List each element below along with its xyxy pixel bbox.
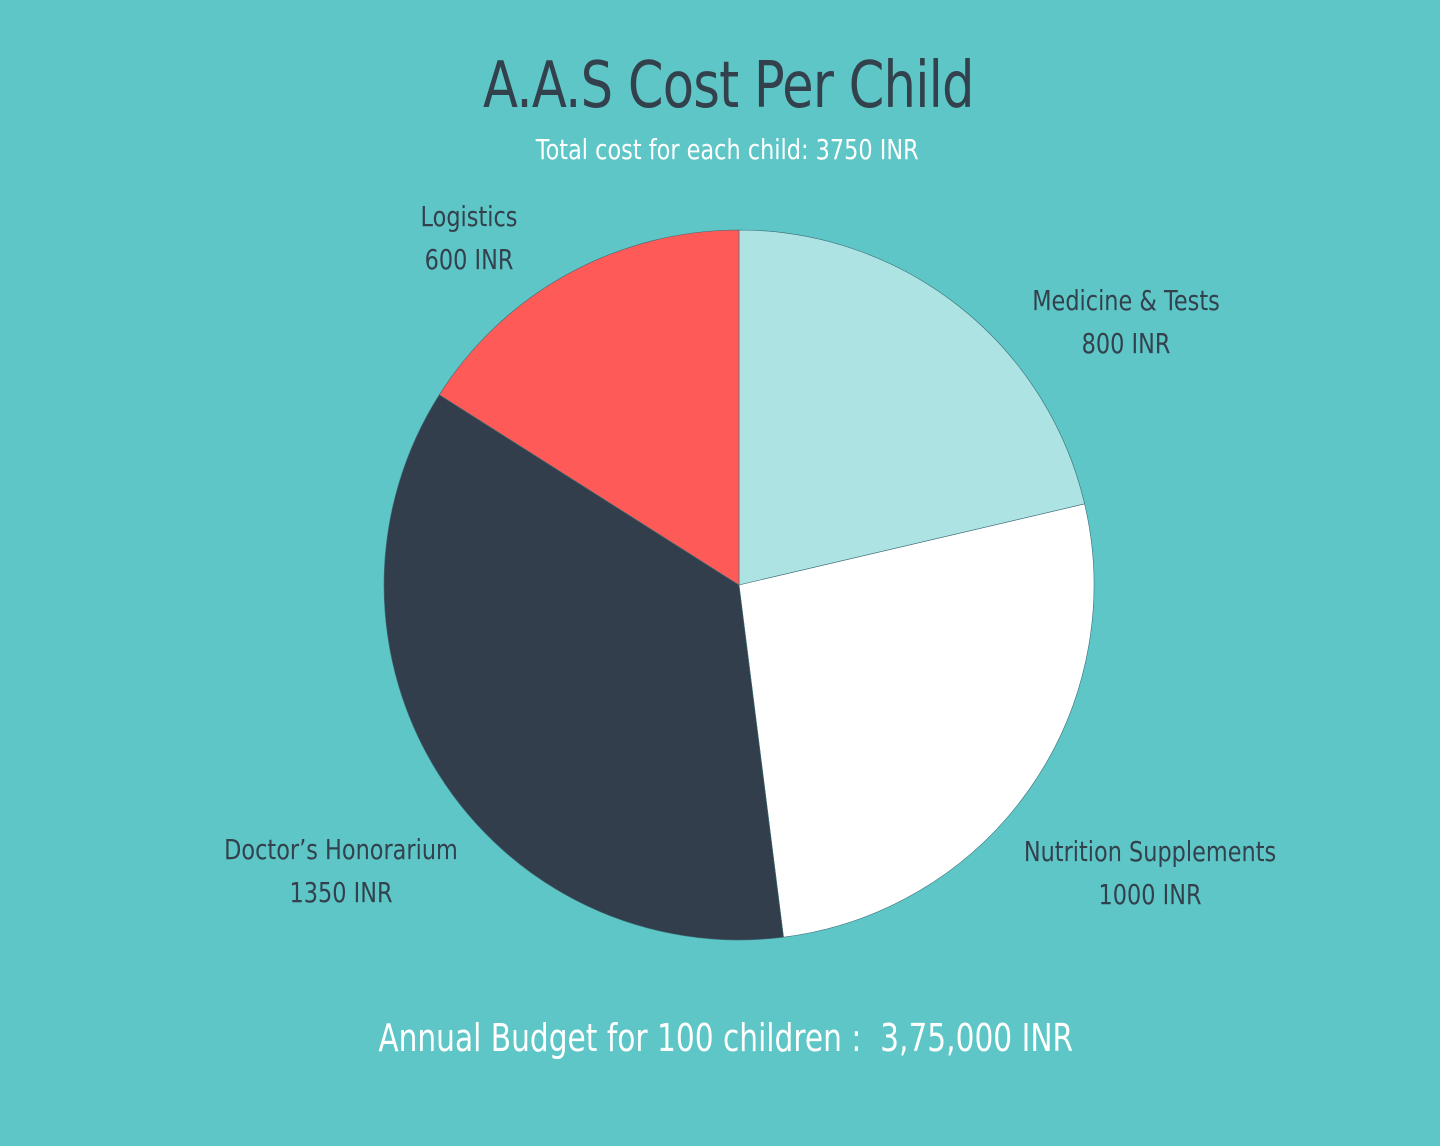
- slice-label-name: Medicine & Tests: [1032, 284, 1220, 317]
- pie-slice-doctor-s-honorarium: [383, 394, 784, 941]
- slice-label-nutrition-supplements: Nutrition Supplements 1000 INR: [1006, 830, 1294, 916]
- pie-slice-logistics: [438, 229, 740, 586]
- slice-label-name: Nutrition Supplements: [1023, 835, 1277, 868]
- slice-label-medicine-tests: Medicine & Tests 800 INR: [982, 279, 1270, 365]
- annual-budget-note: Annual Budget for 100 children : 3,75,00…: [378, 1016, 1074, 1060]
- slice-label-logistics: Logistics 600 INR: [325, 195, 613, 281]
- chart-title: A.A.S Cost Per Child: [483, 49, 975, 123]
- slice-label-name: Logistics: [420, 200, 518, 233]
- slice-label-name: Doctor’s Honorarium: [224, 833, 458, 866]
- pie-slice-nutrition-supplements: [738, 503, 1095, 938]
- slice-label-value: 800 INR: [1081, 327, 1171, 360]
- slice-label-value: 600 INR: [424, 243, 514, 276]
- slice-label-value: 1000 INR: [1098, 878, 1202, 911]
- slice-label-doctors-honorarium: Doctor’s Honorarium 1350 INR: [197, 828, 485, 914]
- chart-subtitle: Total cost for each child: 3750 INR: [535, 133, 919, 166]
- slice-label-value: 1350 INR: [289, 876, 393, 909]
- pie-slice-medicine-tests: [738, 229, 1085, 586]
